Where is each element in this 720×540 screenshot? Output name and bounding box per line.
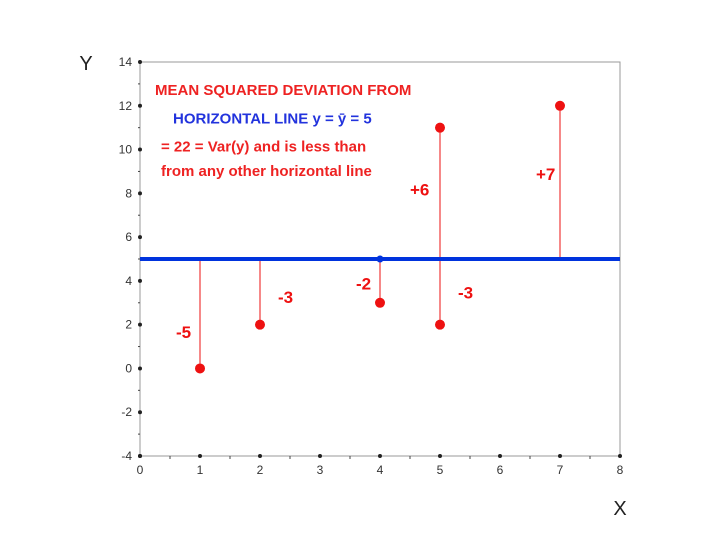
y-tick-label: -4 (121, 449, 132, 463)
y-tick-label: 10 (119, 143, 133, 157)
annotation-text: MEAN SQUARED DEVIATION FROM (155, 82, 411, 99)
y-tick-label: 4 (125, 274, 132, 288)
x-tick-mark (618, 454, 622, 458)
data-point (375, 297, 385, 308)
annotation-text: = 22 = Var(y) and is less than (161, 139, 366, 156)
y-axis: -4 -2 0 2 4 6 8 10 12 14 (119, 55, 142, 463)
data-points (195, 100, 565, 374)
y-tick-label: 6 (125, 230, 132, 244)
mean-point (376, 255, 384, 263)
x-tick-mark (378, 454, 382, 458)
deviation-labels: -5 -3 -2 -3 +6 +7 (176, 165, 555, 342)
y-tick-mark (138, 147, 142, 152)
deviation-label: -5 (176, 323, 191, 342)
annotations: MEAN SQUARED DEVIATION FROM HORIZONTAL LI… (155, 82, 411, 180)
x-tick-mark (438, 454, 442, 458)
x-tick-label: 6 (497, 463, 504, 477)
y-tick-label: 0 (125, 361, 132, 375)
y-tick-mark (138, 410, 142, 415)
x-tick-mark (558, 454, 562, 458)
y-tick-mark (138, 278, 142, 283)
y-tick-label: 8 (125, 186, 132, 200)
x-tick-label: 0 (137, 463, 144, 477)
data-point (435, 319, 445, 330)
x-tick-label: 4 (377, 463, 384, 477)
y-tick-label: 14 (119, 55, 133, 69)
data-point (555, 100, 565, 111)
x-axis: 0 1 2 3 4 5 6 7 8 (137, 454, 624, 477)
x-tick-label: 8 (617, 463, 624, 477)
x-tick-label: 2 (257, 463, 264, 477)
x-tick-mark (198, 454, 202, 458)
x-tick-mark (138, 454, 142, 458)
annotation-text: HORIZONTAL LINE y = ȳ = 5 (173, 110, 372, 127)
x-tick-mark (258, 454, 262, 458)
y-tick-mark (138, 60, 142, 64)
x-tick-mark (318, 454, 322, 458)
x-tick-label: 3 (317, 463, 324, 477)
deviation-label: -2 (356, 275, 371, 294)
deviation-label: -3 (458, 283, 473, 302)
data-point (435, 122, 445, 133)
y-tick-mark (138, 322, 142, 327)
deviation-label: -3 (278, 288, 293, 307)
x-tick-mark (498, 454, 502, 458)
x-tick-label: 1 (197, 463, 204, 477)
y-tick-mark (138, 366, 142, 371)
y-tick-label: -2 (121, 405, 132, 419)
deviation-stems (199, 105, 561, 369)
y-tick-mark (138, 235, 142, 240)
deviation-label: +6 (410, 181, 429, 200)
y-tick-mark (138, 191, 142, 196)
y-axis-title: Y (79, 53, 92, 75)
y-tick-label: 12 (119, 99, 133, 113)
data-point (195, 363, 205, 374)
annotation-text: from any other horizontal line (161, 163, 372, 180)
y-tick-label: 2 (125, 318, 132, 332)
data-point (255, 319, 265, 330)
deviation-label: +7 (536, 165, 555, 184)
x-tick-label: 5 (437, 463, 444, 477)
x-tick-label: 7 (557, 463, 564, 477)
x-axis-title: X (613, 498, 626, 520)
y-tick-mark (138, 103, 142, 108)
